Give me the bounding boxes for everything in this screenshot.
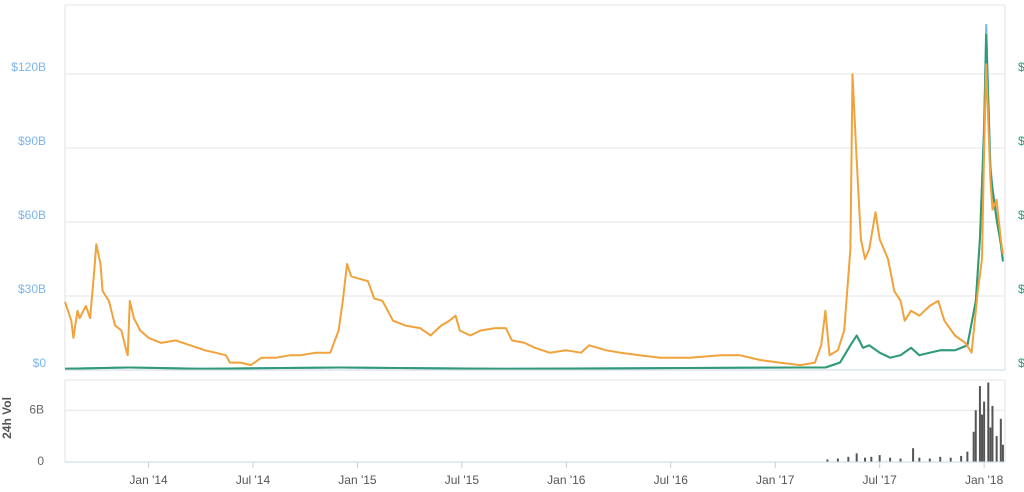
y-tick-label: 0 (37, 454, 44, 468)
series-line (64, 33, 1004, 370)
volume-bar (949, 457, 952, 462)
volume-bar (1001, 444, 1004, 462)
y2-tick-label: $ (1018, 134, 1024, 148)
x-tick-label: Jan '14 (129, 473, 168, 487)
volume-bar (966, 451, 969, 462)
y-tick-label: $60B (18, 208, 46, 222)
volume-bar (870, 456, 873, 462)
volume-bar (928, 458, 931, 462)
y-tick-label: $30B (18, 282, 46, 296)
volume-bar (878, 455, 881, 462)
x-tick-label: Jul '16 (654, 473, 689, 487)
volume-bar (981, 414, 984, 462)
y2-tick-label: $ (1018, 356, 1024, 370)
y-tick-label: $0 (33, 356, 47, 370)
y-tick-label: 6B (29, 402, 44, 416)
volume-bar (960, 455, 963, 462)
volume-bar (991, 405, 994, 462)
volume-bar (999, 418, 1002, 462)
series-line (64, 63, 1004, 367)
y-axis-label: 24h Vol (0, 397, 14, 439)
y2-tick-label: $ (1018, 60, 1024, 74)
volume-bar (972, 431, 975, 462)
x-tick-label: Jul '15 (445, 473, 480, 487)
y-tick-label: $90B (18, 134, 46, 148)
volume-bar (847, 456, 850, 462)
x-tick-label: Jul '17 (863, 473, 898, 487)
volume-bar (899, 458, 902, 462)
series-line (64, 23, 1004, 370)
volume-bar (864, 457, 867, 462)
y2-tick-label: $ (1018, 282, 1024, 296)
volume-bar (826, 459, 829, 462)
x-tick-label: Jul '14 (236, 473, 271, 487)
volume-bar (983, 401, 986, 462)
volume-bar (939, 456, 942, 462)
volume-bar (995, 436, 998, 462)
x-tick-label: Jan '17 (756, 473, 795, 487)
volume-bar (974, 410, 977, 462)
volume-bar (989, 427, 992, 462)
y2-tick-label: $ (1018, 208, 1024, 222)
x-tick-label: Jan '16 (547, 473, 586, 487)
volume-bar (836, 458, 839, 462)
x-tick-label: Jan '15 (338, 473, 377, 487)
y-tick-label: $120B (11, 60, 46, 74)
volume-bar (987, 382, 990, 462)
x-tick-label: Jan '18 (965, 473, 1004, 487)
volume-bar (918, 457, 921, 462)
volume-bar (912, 448, 915, 462)
volume-bar (889, 457, 892, 462)
volume-bar (978, 386, 981, 462)
volume-bar (855, 453, 858, 462)
